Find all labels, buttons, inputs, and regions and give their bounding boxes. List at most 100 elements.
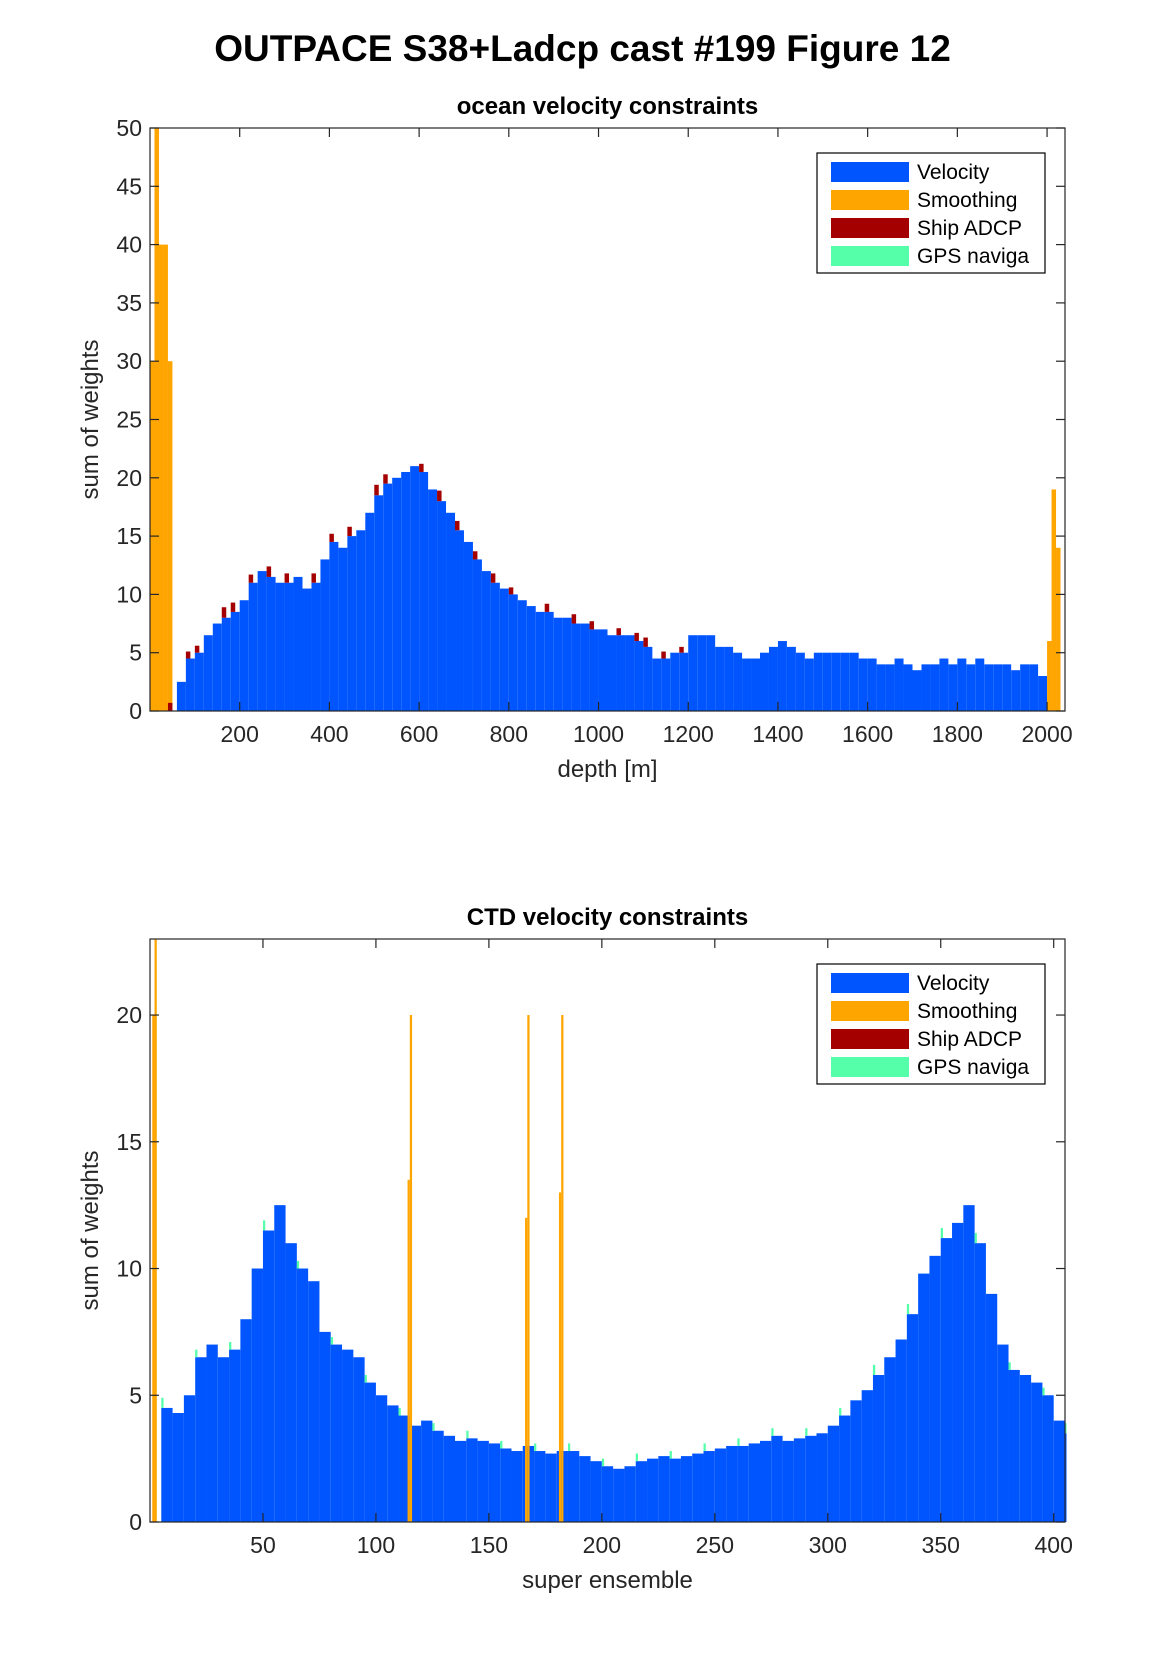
bar (793, 1438, 806, 1522)
bar (952, 1222, 964, 1522)
x-tick-label: 400 (1035, 1532, 1073, 1558)
y-tick-label: 35 (116, 290, 142, 316)
bar (398, 1415, 410, 1522)
bar (715, 646, 725, 711)
bar (490, 573, 496, 583)
bar (1031, 1382, 1043, 1522)
bar (634, 632, 639, 642)
bar (921, 664, 931, 711)
bar (284, 582, 294, 711)
legend-swatch (831, 246, 909, 266)
x-tick-label: 50 (250, 1532, 276, 1558)
legend-entry: Velocity (917, 972, 990, 995)
bar (658, 1456, 670, 1522)
bar (948, 664, 958, 711)
bar (561, 1015, 564, 1522)
bar (266, 566, 272, 577)
bar (894, 658, 904, 711)
bar (353, 1357, 365, 1522)
bar (906, 1304, 910, 1315)
series-velocity (176, 466, 1048, 711)
bar (751, 658, 760, 711)
bar (997, 1344, 1009, 1522)
bar (1019, 1374, 1032, 1522)
bar (212, 623, 222, 711)
bar (760, 1440, 772, 1522)
bar (308, 1281, 320, 1522)
bar (163, 244, 168, 711)
bar (194, 652, 204, 711)
bar (154, 939, 157, 1522)
bar (822, 652, 832, 711)
bar (805, 1428, 808, 1436)
bar (517, 600, 527, 711)
bar (230, 602, 236, 612)
bar (383, 474, 388, 484)
bar (839, 1415, 851, 1522)
bar (876, 664, 886, 711)
bar (488, 1443, 501, 1522)
bar (364, 1382, 376, 1522)
bar (940, 1227, 943, 1239)
x-tick-label: 1400 (752, 721, 803, 747)
y-tick-label: 10 (116, 581, 142, 607)
bar (643, 646, 653, 711)
axes-box (149, 938, 1066, 1523)
bar (647, 1458, 659, 1522)
bar (183, 1395, 196, 1522)
bar (296, 1268, 309, 1522)
bar (275, 582, 285, 711)
bar (407, 1179, 410, 1522)
bar (601, 1466, 614, 1522)
y-tick-label: 25 (116, 407, 142, 433)
bar (544, 611, 554, 711)
bar (930, 664, 940, 711)
bar (805, 1435, 817, 1522)
bar (849, 652, 859, 711)
bar (966, 664, 976, 711)
legend-entry: GPS naviga (917, 245, 1029, 268)
bar (703, 1443, 706, 1452)
y-axis-label: sum of weights (77, 339, 104, 499)
bar (912, 670, 922, 711)
bar (248, 574, 254, 583)
bar (771, 1428, 774, 1436)
bar (432, 1430, 444, 1522)
bar (374, 495, 384, 711)
bar (872, 1364, 876, 1375)
bar (329, 541, 339, 711)
bar (500, 1440, 503, 1449)
bar (616, 635, 626, 711)
bar (472, 551, 478, 560)
bar (643, 637, 648, 647)
bar (1042, 1395, 1054, 1522)
bar (733, 652, 743, 711)
bar (185, 651, 191, 659)
bar (262, 1230, 275, 1522)
bar (1042, 1387, 1045, 1396)
bar (195, 1357, 207, 1522)
bar (737, 1445, 749, 1522)
bar (330, 1344, 343, 1522)
bar (850, 1400, 862, 1522)
bar (957, 658, 967, 711)
bar (768, 646, 778, 711)
bar (918, 1273, 930, 1522)
x-tick-label: 600 (400, 721, 438, 747)
bar (251, 1268, 263, 1522)
bar (567, 1443, 571, 1452)
bar (616, 628, 621, 636)
bar (827, 1425, 840, 1522)
bar (771, 1435, 783, 1522)
bar (319, 1331, 331, 1522)
bar (553, 617, 563, 711)
legend-swatch (831, 190, 909, 210)
x-tick-label: 800 (490, 721, 528, 747)
bar (661, 658, 671, 711)
bar (625, 635, 635, 711)
y-tick-label: 5 (129, 640, 142, 666)
bar (229, 1349, 241, 1522)
bar (230, 611, 240, 711)
bar (311, 582, 321, 711)
bar (840, 652, 850, 711)
